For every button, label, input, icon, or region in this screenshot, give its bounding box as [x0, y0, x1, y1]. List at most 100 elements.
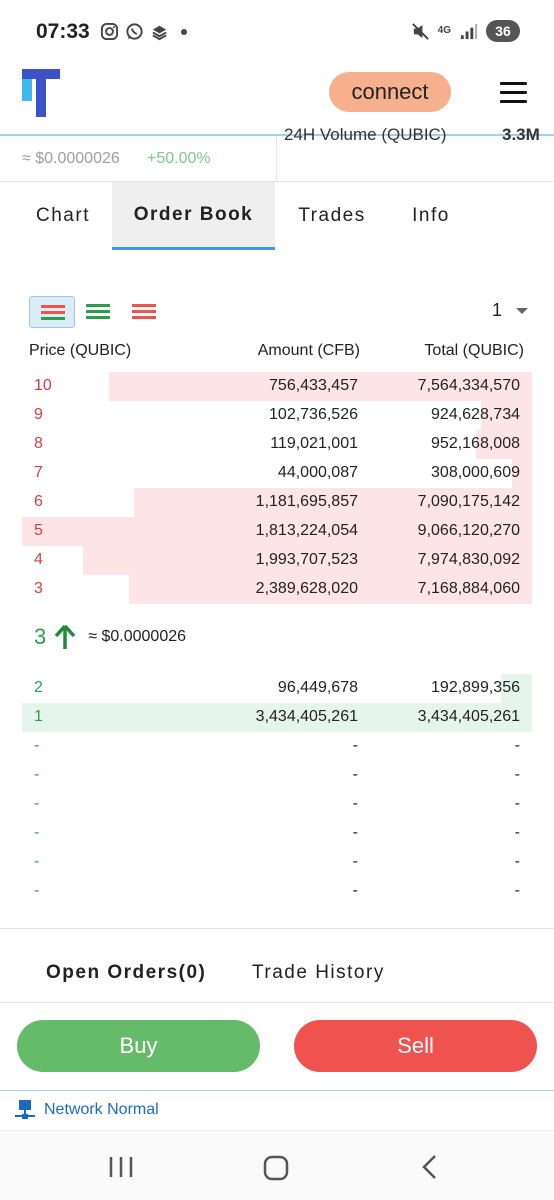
- recent-apps-icon[interactable]: [108, 1155, 134, 1179]
- ask-total: 9,066,120,270: [417, 522, 520, 539]
- ask-amount: 1,181,695,857: [255, 493, 358, 510]
- ask-total: 7,168,884,060: [417, 580, 520, 597]
- bid-total: -: [514, 766, 520, 783]
- bid-row[interactable]: ---: [22, 761, 532, 790]
- bid-total: -: [514, 853, 520, 870]
- ask-row[interactable]: 9 102,736,526 924,628,734: [22, 401, 532, 430]
- bid-row[interactable]: ---: [22, 790, 532, 819]
- tab-trades[interactable]: Trades: [298, 205, 366, 226]
- view-both-button[interactable]: [29, 296, 75, 328]
- asks-list: 10 756,433,457 7,564,334,570 9 102,736,526 92…: [22, 372, 532, 604]
- bid-row[interactable]: 1 3,434,405,261 3,434,405,261: [22, 703, 532, 732]
- connect-wallet-button[interactable]: connect: [329, 72, 451, 112]
- bid-amount: 3,434,405,261: [255, 708, 358, 725]
- ask-price: 9: [34, 406, 43, 423]
- column-header-amount: Amount (CFB): [257, 342, 360, 359]
- bid-price: 2: [34, 679, 43, 696]
- bid-price: -: [34, 882, 40, 899]
- bid-amount: -: [352, 766, 358, 783]
- bid-price: -: [34, 737, 40, 754]
- volume-label: 24H Volume (QUBIC): [284, 125, 447, 144]
- network-icon: [15, 1100, 35, 1119]
- ask-depth-bar: [83, 546, 532, 575]
- summary-divider: [276, 136, 277, 182]
- buy-button[interactable]: Buy: [17, 1020, 260, 1072]
- bid-row[interactable]: ---: [22, 877, 532, 906]
- status-time: 07:33: [36, 20, 90, 43]
- ask-total: 952,168,008: [431, 435, 520, 452]
- actions-divider: [0, 1002, 554, 1003]
- ask-depth-bar: [22, 517, 532, 546]
- summary-usd-price: ≈ $0.0000026: [22, 150, 120, 167]
- ask-amount: 102,736,526: [269, 406, 358, 423]
- bid-price: 1: [34, 708, 43, 725]
- back-icon[interactable]: [420, 1153, 440, 1181]
- bid-row[interactable]: ---: [22, 732, 532, 761]
- section-divider: [0, 928, 554, 929]
- system-indicators: 4G 36: [411, 20, 520, 42]
- more-notifications-dot: [181, 28, 187, 35]
- ask-amount: 44,000,087: [277, 464, 358, 481]
- bid-price: -: [34, 824, 40, 841]
- app-header: connect: [0, 64, 554, 136]
- header-divider: [0, 134, 554, 136]
- status-bar: 07:33 4G: [0, 0, 554, 64]
- ask-row[interactable]: 5 1,813,224,054 9,066,120,270: [22, 517, 532, 546]
- ask-price: 8: [34, 435, 43, 452]
- home-icon[interactable]: [263, 1155, 289, 1181]
- bid-depth-bar: [22, 703, 532, 732]
- both-sides-icon: [41, 305, 65, 323]
- tab-open-orders[interactable]: Open Orders(0): [46, 962, 207, 983]
- ask-row[interactable]: 6 1,181,695,857 7,090,175,142: [22, 488, 532, 517]
- ask-amount: 2,389,628,020: [255, 580, 358, 597]
- volume-value: 3.3M: [502, 125, 540, 144]
- bid-row[interactable]: 2 96,449,678 192,899,356: [22, 674, 532, 703]
- ask-price: 10: [34, 377, 52, 394]
- bid-total: 3,434,405,261: [417, 708, 520, 725]
- tab-order-book[interactable]: Order Book: [112, 182, 275, 250]
- bid-depth-bar: [501, 674, 532, 703]
- ask-depth-bar: [511, 459, 532, 488]
- bid-row[interactable]: ---: [22, 819, 532, 848]
- app-notification-icon: [152, 25, 167, 41]
- bid-amount: -: [352, 795, 358, 812]
- column-header-total: Total (QUBIC): [424, 342, 524, 359]
- ask-total: 7,564,334,570: [417, 377, 520, 394]
- bid-total: -: [514, 882, 520, 899]
- depth-selector[interactable]: 1: [492, 300, 528, 321]
- tab-info[interactable]: Info: [412, 205, 450, 226]
- ask-amount: 1,993,707,523: [255, 551, 358, 568]
- last-price-usd: ≈ $0.0000026: [88, 628, 187, 645]
- ask-total: 7,974,830,092: [417, 551, 520, 568]
- bid-total: -: [514, 824, 520, 841]
- bid-total: -: [514, 737, 520, 754]
- ask-depth-bar: [134, 488, 532, 517]
- ask-row[interactable]: 3 2,389,628,020 7,168,884,060: [22, 575, 532, 604]
- battery-indicator: 36: [486, 20, 520, 42]
- whatsapp-icon: [126, 23, 143, 40]
- bid-row[interactable]: ---: [22, 848, 532, 877]
- tab-trade-history[interactable]: Trade History: [252, 962, 385, 983]
- ask-amount: 756,433,457: [269, 377, 358, 394]
- view-asks-button[interactable]: [121, 296, 167, 328]
- bid-amount: 96,449,678: [277, 679, 358, 696]
- ask-amount: 1,813,224,054: [255, 522, 358, 539]
- ask-row[interactable]: 7 44,000,087 308,000,609: [22, 459, 532, 488]
- ask-row[interactable]: 10 756,433,457 7,564,334,570: [22, 372, 532, 401]
- footer-divider: [0, 1090, 554, 1091]
- bid-total: 192,899,356: [431, 679, 520, 696]
- bid-amount: -: [352, 882, 358, 899]
- sell-button[interactable]: Sell: [294, 1020, 537, 1072]
- ask-row[interactable]: 8 119,021,001 952,168,008: [22, 430, 532, 459]
- ask-row[interactable]: 4 1,993,707,523 7,974,830,092: [22, 546, 532, 575]
- bids-only-icon: [86, 304, 110, 322]
- ask-price: 3: [34, 580, 43, 597]
- view-bids-button[interactable]: [75, 296, 121, 328]
- ask-total: 308,000,609: [431, 464, 520, 481]
- ask-depth-bar: [481, 401, 532, 430]
- tab-chart[interactable]: Chart: [36, 205, 90, 226]
- arrow-up-icon: [54, 624, 76, 649]
- hamburger-menu-icon[interactable]: [500, 82, 527, 104]
- ask-total: 924,628,734: [431, 406, 520, 423]
- order-book-controls: 1: [0, 296, 554, 332]
